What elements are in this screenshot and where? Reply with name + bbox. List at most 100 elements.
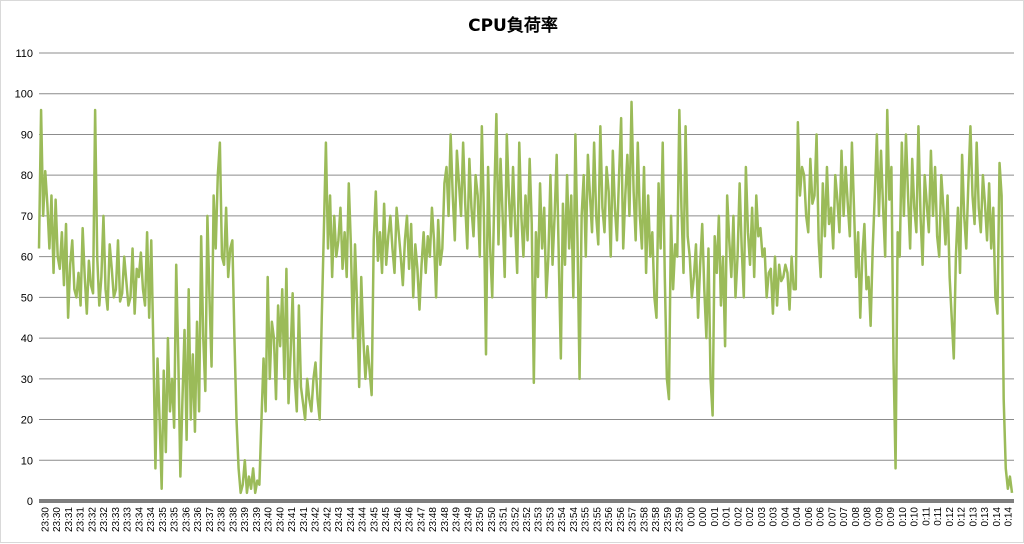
x-tick-label: 0:09 — [886, 507, 897, 527]
x-tick-label: 23:59 — [675, 507, 686, 532]
y-tick-label: 90 — [21, 129, 33, 141]
x-tick-label: 23:59 — [663, 507, 674, 532]
x-tick-label: 23:32 — [87, 507, 98, 532]
x-tick-label: 0:07 — [839, 507, 850, 527]
x-tick-label: 23:46 — [393, 507, 404, 532]
y-tick-label: 40 — [21, 333, 33, 345]
x-tick-label: 0:04 — [792, 507, 803, 527]
x-tick-label: 23:53 — [545, 507, 556, 532]
x-tick-label: 23:55 — [592, 507, 603, 532]
x-tick-label: 23:34 — [146, 507, 157, 532]
x-tick-label: 23:46 — [405, 507, 416, 532]
y-tick-label: 60 — [21, 252, 33, 264]
x-tick-label: 0:03 — [757, 507, 768, 527]
x-tick-label: 23:49 — [452, 507, 463, 532]
x-tick-label: 23:33 — [111, 507, 122, 532]
x-tick-label: 23:39 — [240, 507, 251, 532]
x-tick-label: 23:30 — [52, 507, 63, 532]
series-layer — [37, 100, 1014, 495]
x-tick-label: 23:58 — [639, 507, 650, 532]
x-tick-label: 23:53 — [534, 507, 545, 532]
x-tick-label: 23:45 — [381, 507, 392, 532]
x-tick-label: 23:52 — [522, 507, 533, 532]
x-tick-label: 0:00 — [698, 507, 709, 527]
y-tick-label: 50 — [21, 292, 33, 304]
x-tick-label: 23:40 — [275, 507, 286, 532]
x-tick-label: 23:31 — [64, 507, 75, 532]
x-tick-label: 0:12 — [957, 507, 968, 527]
x-tick-label: 0:04 — [780, 507, 791, 527]
y-tick-label: 80 — [21, 170, 33, 182]
y-tick-label: 110 — [15, 48, 33, 60]
x-tick-label: 0:08 — [851, 507, 862, 527]
x-tick-label: 0:14 — [992, 507, 1003, 527]
x-tick-label: 23:37 — [205, 507, 216, 532]
x-tick-label: 23:31 — [76, 507, 87, 532]
x-tick-label: 0:14 — [1004, 507, 1015, 527]
y-tick-label: 10 — [21, 455, 33, 467]
x-tick-label: 0:03 — [769, 507, 780, 527]
x-tick-label: 23:43 — [334, 507, 345, 532]
x-tick-label: 0:02 — [733, 507, 744, 527]
x-tick-label: 23:41 — [287, 507, 298, 532]
x-tick-label: 23:34 — [134, 507, 145, 532]
x-tick-label: 23:33 — [123, 507, 134, 532]
x-tick-label: 23:32 — [99, 507, 110, 532]
x-tick-label: 23:45 — [369, 507, 380, 532]
x-tick-label: 23:40 — [264, 507, 275, 532]
x-tick-label: 0:10 — [898, 507, 909, 527]
x-tick-label: 23:48 — [440, 507, 451, 532]
x-tick-label: 0:11 — [921, 507, 932, 526]
y-tick-label: 0 — [27, 496, 33, 508]
x-tick-label: 23:55 — [581, 507, 592, 532]
x-tick-label: 23:44 — [346, 507, 357, 532]
chart-title: CPU負荷率 — [468, 16, 558, 36]
x-tick-label: 0:06 — [804, 507, 815, 527]
x-tick-label: 0:13 — [980, 507, 991, 527]
y-tick-label: 20 — [21, 415, 33, 427]
x-tick-label: 0:10 — [910, 507, 921, 527]
x-tick-label: 23:44 — [358, 507, 369, 532]
series-line-cpu-load — [37, 100, 1014, 495]
x-tick-label: 0:02 — [745, 507, 756, 527]
x-tick-label: 23:50 — [475, 507, 486, 532]
x-tick-label: 23:39 — [252, 507, 263, 532]
x-tick-label: 23:49 — [463, 507, 474, 532]
x-tick-label: 0:08 — [863, 507, 874, 527]
x-tick-label: 23:42 — [311, 507, 322, 532]
x-tick-label: 23:52 — [510, 507, 521, 532]
x-tick-label: 23:36 — [181, 507, 192, 532]
x-tick-label: 23:54 — [569, 507, 580, 532]
x-axis-ticks: 23:30 23:30 23:31 23:31 23:32 23:32 23:33 23:33… — [40, 507, 1014, 532]
x-tick-label: 23:56 — [616, 507, 627, 532]
x-tick-label: 23:38 — [228, 507, 239, 532]
x-tick-label: 23:41 — [299, 507, 310, 532]
x-tick-label: 23:35 — [158, 507, 169, 532]
x-tick-label: 23:47 — [416, 507, 427, 532]
y-tick-label: 30 — [21, 374, 33, 386]
x-tick-label: 23:56 — [604, 507, 615, 532]
x-tick-label: 23:35 — [170, 507, 181, 532]
y-axis-ticks: 0 10 20 30 40 50 60 70 80 90 100 110 — [15, 48, 33, 508]
x-tick-label: 0:12 — [945, 507, 956, 527]
x-tick-label: 23:48 — [428, 507, 439, 532]
x-tick-label: 23:51 — [499, 507, 510, 532]
x-tick-label: 23:30 — [40, 507, 51, 532]
x-tick-label: 0:11 — [933, 507, 944, 526]
y-tick-label: 70 — [21, 211, 33, 223]
y-tick-label: 100 — [15, 89, 33, 101]
x-tick-label: 23:58 — [651, 507, 662, 532]
x-tick-label: 0:01 — [710, 507, 721, 527]
x-tick-label: 0:13 — [968, 507, 979, 527]
x-tick-label: 0:01 — [722, 507, 733, 527]
x-tick-label: 23:57 — [628, 507, 639, 532]
x-tick-label: 23:38 — [217, 507, 228, 532]
x-tick-label: 0:00 — [686, 507, 697, 527]
x-tick-label: 0:07 — [827, 507, 838, 527]
x-tick-label: 23:42 — [322, 507, 333, 532]
x-tick-label: 0:06 — [816, 507, 827, 527]
x-tick-label: 23:36 — [193, 507, 204, 532]
x-tick-label: 0:09 — [874, 507, 885, 527]
